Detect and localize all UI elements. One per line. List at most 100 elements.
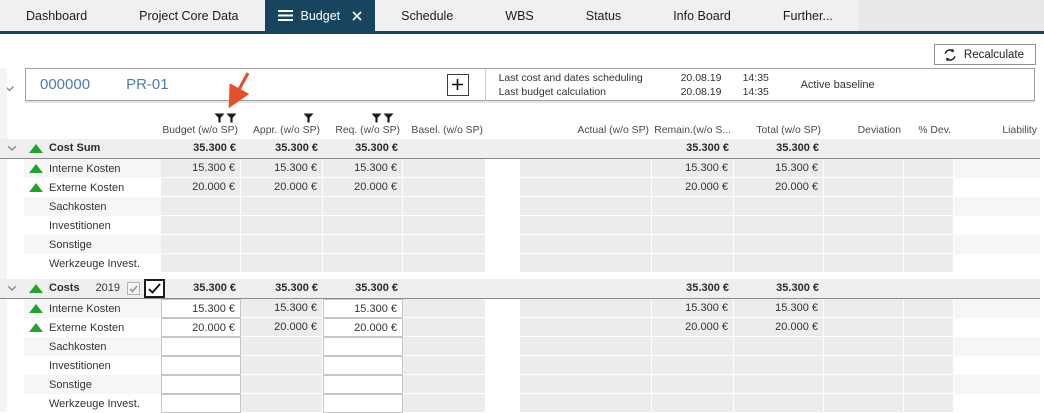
cell-remain: [652, 235, 734, 254]
row-gutter[interactable]: [0, 279, 24, 298]
cell-budget[interactable]: [161, 394, 241, 413]
cell-value: 15.300 €: [192, 303, 235, 315]
row-gutter: [0, 254, 24, 273]
column-gap: [486, 235, 520, 254]
cell-value: 20.000 €: [274, 181, 317, 193]
cell-budget: 15.300 €: [161, 159, 241, 178]
row-label: Werkzeuge Invest.: [49, 257, 140, 270]
row-label-cell: Costs 2019: [24, 279, 166, 298]
cell-actual: [520, 139, 652, 158]
cell-budget[interactable]: 20.000 €: [161, 318, 241, 337]
cell-remain: 15.300 €: [652, 299, 734, 318]
cell-req: [323, 197, 403, 216]
recalculate-button[interactable]: Recalculate: [933, 44, 1036, 65]
row-label: Sonstige: [49, 238, 92, 251]
tab-schedule[interactable]: Schedule: [375, 0, 479, 31]
cell-value: 35.300 €: [193, 282, 236, 294]
cell-value: 35.300 €: [193, 142, 236, 154]
row-label-cell: Interne Kosten: [24, 159, 161, 178]
cell-liability: [954, 139, 1040, 158]
tab-dashboard[interactable]: Dashboard: [0, 0, 113, 31]
tab-label: Info Board: [673, 8, 731, 23]
cell-value: 15.300 €: [685, 162, 728, 174]
cell-pdev: [904, 394, 954, 413]
cell-value: 35.300 €: [776, 142, 819, 154]
cell-budget[interactable]: [161, 337, 241, 356]
column-gap: [486, 337, 520, 356]
column-header-total: Total (w/o SP): [734, 106, 824, 139]
filter-funnel-icon[interactable]: [214, 113, 225, 123]
cell-basel: [403, 318, 486, 337]
trend-up-icon: [29, 304, 43, 313]
last-cost-scheduling-line: Last cost and dates scheduling 20.08.19 …: [499, 71, 785, 85]
table-header-row: Budget (w/o SP) Appr. (w/o SP) Req. (w/o S…: [0, 106, 1040, 139]
cost-row-investitionen: Investitionen: [0, 216, 1040, 235]
cell-budget: 35.300 €: [161, 279, 241, 298]
filter-funnel-icon[interactable]: [226, 113, 237, 123]
year-checkbox-active[interactable]: [144, 279, 166, 298]
cell-budget[interactable]: [161, 356, 241, 375]
cell-actual: [520, 356, 652, 375]
cell-req: 20.000 €: [323, 178, 403, 197]
cell-basel: [403, 197, 486, 216]
filter-funnel-icon[interactable]: [383, 113, 394, 123]
cell-basel: [403, 337, 486, 356]
cell-basel: [403, 254, 486, 273]
collapse-chevron-icon[interactable]: [7, 285, 17, 292]
cell-req[interactable]: 20.000 €: [323, 318, 403, 337]
cell-budget[interactable]: [161, 375, 241, 394]
tab-status[interactable]: Status: [560, 0, 647, 31]
row-label-cell: Sonstige: [24, 375, 161, 394]
column-header-label: Actual (w/o SP): [577, 125, 649, 136]
cost-row-investitionen: Investitionen: [0, 356, 1040, 375]
cell-appr: [241, 216, 323, 235]
cell-req[interactable]: [323, 356, 403, 375]
row-label-cell: Cost Sum: [24, 139, 161, 158]
cell-deviation: [824, 159, 904, 178]
cell-liability: [954, 178, 1040, 197]
tab-info-board[interactable]: Info Board: [647, 0, 757, 31]
cell-budget[interactable]: 15.300 €: [161, 299, 241, 318]
info-date: 20.08.19: [680, 71, 722, 84]
trend-up-icon: [29, 144, 43, 153]
tab-further[interactable]: Further...: [757, 0, 859, 31]
menu-icon[interactable]: [277, 10, 293, 21]
cell-req[interactable]: [323, 394, 403, 413]
table-section-cost-sum: Cost Sum 35.300 € 35.300 € 35.300 € 35.300 €…: [0, 139, 1040, 273]
filter-icons-budget[interactable]: [214, 113, 237, 123]
filter-icons-req[interactable]: [371, 113, 394, 123]
cell-req[interactable]: [323, 375, 403, 394]
cell-value: 15.300 €: [192, 162, 235, 174]
tab-budget[interactable]: Budget: [264, 0, 376, 31]
cell-value: 20.000 €: [775, 181, 818, 193]
cell-budget: 20.000 €: [161, 178, 241, 197]
filter-funnel-icon[interactable]: [303, 113, 314, 123]
cell-actual: [520, 394, 652, 413]
cell-req[interactable]: 15.300 €: [323, 299, 403, 318]
filter-icons-appr[interactable]: [303, 113, 314, 123]
tab-wbs[interactable]: WBS: [479, 0, 559, 31]
column-gap: [486, 279, 520, 298]
cell-budget: [161, 254, 241, 273]
filter-funnel-icon[interactable]: [371, 113, 382, 123]
row-label: Sachkosten: [49, 200, 107, 213]
close-tab-icon[interactable]: [352, 10, 362, 21]
tab-project-core-data[interactable]: Project Core Data: [113, 0, 264, 31]
row-label: Interne Kosten: [49, 302, 121, 315]
row-label-cell: Sonstige: [24, 235, 161, 254]
cell-actual: [520, 254, 652, 273]
row-label-cell: Externe Kosten: [24, 318, 161, 337]
column-gap: [486, 375, 520, 394]
tab-label: WBS: [505, 8, 534, 23]
add-button[interactable]: [446, 73, 469, 96]
cell-value: 15.300 €: [775, 302, 818, 314]
collapse-chevron-icon[interactable]: [7, 145, 17, 152]
cell-deviation: [824, 279, 904, 298]
row-label-cell: Werkzeuge Invest.: [24, 394, 161, 413]
cell-pdev: [904, 375, 954, 394]
row-label: Sonstige: [49, 378, 92, 391]
cell-pdev: [904, 337, 954, 356]
row-gutter[interactable]: [0, 139, 24, 158]
cell-req[interactable]: [323, 337, 403, 356]
trend-up-icon: [29, 183, 43, 192]
